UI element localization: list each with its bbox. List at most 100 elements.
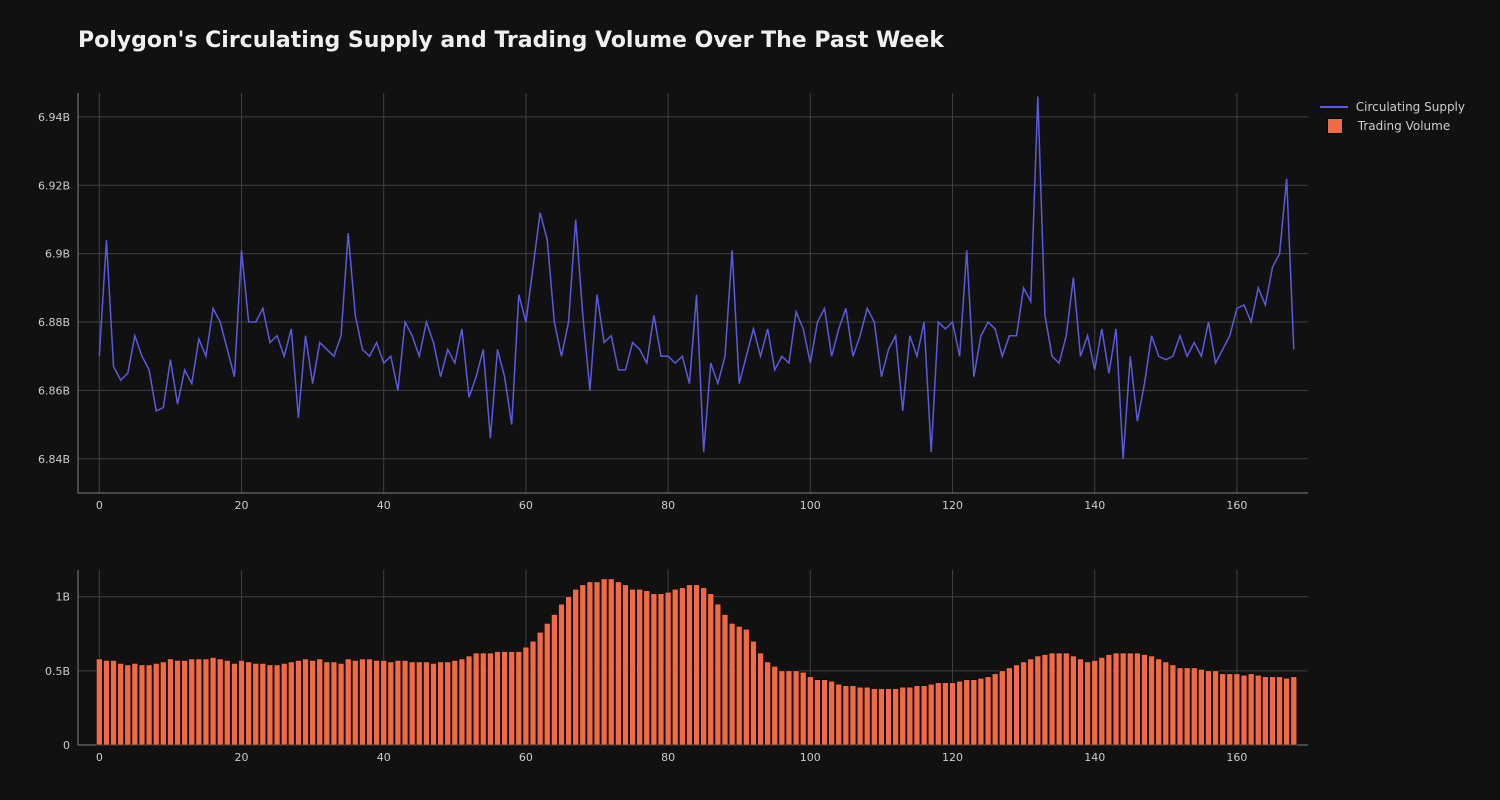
volume-bar xyxy=(623,585,629,745)
volume-bar xyxy=(1234,674,1240,745)
volume-bar xyxy=(1099,658,1105,746)
volume-bar xyxy=(815,680,821,745)
volume-bar xyxy=(310,660,316,745)
volume-bar xyxy=(971,680,977,745)
volume-bar xyxy=(935,683,941,745)
volume-bar xyxy=(359,659,365,745)
volume-bar xyxy=(736,626,742,745)
volume-bar xyxy=(1085,662,1091,745)
x-tick-label: 100 xyxy=(800,751,821,764)
volume-bar xyxy=(978,678,984,745)
volume-bar xyxy=(132,663,138,745)
volume-bar xyxy=(1156,659,1162,745)
volume-bar xyxy=(210,658,216,746)
volume-bar xyxy=(345,659,351,745)
volume-bar xyxy=(438,662,444,745)
volume-bar xyxy=(587,582,593,745)
volume-bar xyxy=(722,614,728,745)
volume-bar xyxy=(168,659,174,745)
volume-bar xyxy=(352,660,358,745)
volume-bar xyxy=(751,641,757,745)
volume-bar xyxy=(303,659,309,745)
volume-bar xyxy=(331,662,337,745)
volume-bar xyxy=(281,663,287,745)
volume-bar xyxy=(125,665,131,745)
volume-bar xyxy=(1255,675,1261,745)
volume-bar xyxy=(1198,669,1204,745)
volume-bar xyxy=(153,663,159,745)
volume-bar xyxy=(793,671,799,745)
x-tick-label: 120 xyxy=(942,499,963,512)
volume-bar xyxy=(217,659,223,745)
x-tick-label: 60 xyxy=(519,499,533,512)
volume-bar xyxy=(182,660,188,745)
volume-bar xyxy=(900,687,906,745)
x-tick-label: 140 xyxy=(1084,751,1105,764)
supply-line-chart: 6.84B6.86B6.88B6.9B6.92B6.94B02040608010… xyxy=(23,93,1313,523)
volume-bar xyxy=(765,662,771,745)
volume-bar xyxy=(786,671,792,745)
volume-bar xyxy=(480,653,486,745)
volume-bar xyxy=(196,659,202,745)
volume-bar xyxy=(267,665,273,745)
supply-series-line xyxy=(99,96,1293,458)
volume-bar xyxy=(694,585,700,745)
volume-bar xyxy=(1142,655,1148,745)
volume-bar xyxy=(1291,677,1297,745)
volume-bar xyxy=(388,662,394,745)
volume-bar xyxy=(402,660,408,745)
volume-bar xyxy=(288,662,294,745)
x-tick-label: 80 xyxy=(661,751,675,764)
volume-bar xyxy=(537,632,543,745)
chart-title: Polygon's Circulating Supply and Trading… xyxy=(78,28,944,53)
volume-bar xyxy=(523,647,529,745)
volume-bar xyxy=(459,659,465,745)
box-swatch-icon xyxy=(1327,118,1343,134)
volume-bar xyxy=(1241,675,1247,745)
volume-bar xyxy=(836,684,842,745)
volume-bar xyxy=(224,660,230,745)
volume-bar xyxy=(1213,671,1219,745)
y-tick-label: 1B xyxy=(55,591,70,604)
volume-bar xyxy=(1270,677,1276,745)
volume-bar xyxy=(1177,668,1183,745)
volume-bar xyxy=(146,665,152,745)
volume-bar xyxy=(381,660,387,745)
x-tick-label: 160 xyxy=(1226,751,1247,764)
x-tick-label: 100 xyxy=(800,499,821,512)
legend-label-supply: Circulating Supply xyxy=(1356,100,1465,114)
volume-bar xyxy=(1191,668,1197,745)
y-tick-label: 6.84B xyxy=(38,453,70,466)
volume-bar xyxy=(1120,653,1126,745)
volume-bar xyxy=(1262,677,1268,745)
volume-bar xyxy=(274,665,280,745)
volume-bar xyxy=(644,591,650,745)
legend-label-volume: Trading Volume xyxy=(1358,119,1450,133)
volume-bar xyxy=(395,660,401,745)
volume-bar xyxy=(416,662,422,745)
y-tick-label: 6.86B xyxy=(38,384,70,397)
x-tick-label: 120 xyxy=(942,751,963,764)
legend: Circulating Supply Trading Volume xyxy=(1320,100,1465,138)
legend-item-supply: Circulating Supply xyxy=(1320,100,1465,114)
volume-bar xyxy=(580,585,586,745)
volume-bar xyxy=(374,660,380,745)
volume-bar xyxy=(1035,656,1041,745)
volume-bar xyxy=(573,589,579,745)
volume-bar xyxy=(758,653,764,745)
volume-bar xyxy=(630,589,636,745)
volume-bar xyxy=(1028,659,1034,745)
volume-bar xyxy=(338,663,344,745)
volume-bar xyxy=(715,604,721,745)
volume-bar xyxy=(651,594,657,745)
volume-bar xyxy=(509,652,515,745)
y-tick-label: 6.92B xyxy=(38,179,70,192)
volume-bar xyxy=(1163,662,1169,745)
volume-bar xyxy=(864,687,870,745)
volume-bar xyxy=(1063,653,1069,745)
volume-bar xyxy=(800,672,806,745)
volume-bar xyxy=(594,582,600,745)
x-tick-label: 20 xyxy=(235,751,249,764)
volume-bar xyxy=(1078,659,1084,745)
volume-bar xyxy=(452,660,458,745)
